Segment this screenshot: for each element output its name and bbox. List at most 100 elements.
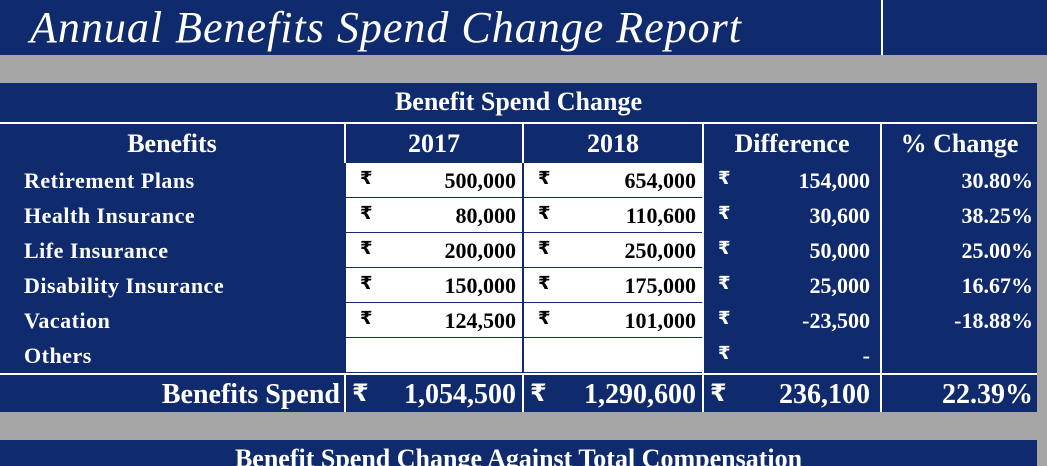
currency-symbol: ₹ [538,168,551,189]
title-bar: Annual Benefits Spend Change Report [0,0,1047,55]
table-cell [344,338,522,373]
column-header-cell: 2018 [522,122,702,163]
table-cell: ₹500,000 [344,163,522,198]
table-cell: -18.88% [880,303,1037,338]
amount: 110,600 [625,203,696,228]
currency-symbol: ₹ [360,238,373,259]
table-cell: ₹30,600 [702,198,880,233]
currency-symbol: ₹ [718,343,731,364]
table-cell: ₹80,000 [344,198,522,233]
row-label: Health Insurance [24,203,196,228]
table-cell: ₹50,000 [702,233,880,268]
table-cell: 25.00% [880,233,1037,268]
table-title: Benefit Spend Change [394,87,643,116]
currency-symbol: ₹ [530,379,547,407]
table-cell: ₹175,000 [522,268,702,303]
column-header-cell: 2017 [344,122,522,163]
currency-symbol: ₹ [360,203,373,224]
amount: 654,000 [624,168,697,193]
table-cell [880,338,1037,373]
table-cell: Retirement Plans [0,163,344,198]
currency-symbol: ₹ [718,168,731,189]
table-cell: Health Insurance [0,198,344,233]
column-header: 2018 [587,129,639,158]
amount: -23,500 [802,308,870,333]
total-label: Benefits Spend [161,379,340,410]
table-cell: 22.39% [880,373,1037,412]
row-label: Disability Insurance [24,273,225,298]
amount: 30,600 [809,203,871,228]
amount: 101,000 [624,308,697,333]
row-label: Vacation [24,308,111,333]
currency-symbol: ₹ [360,168,373,189]
table-cell: Life Insurance [0,233,344,268]
amount: 80,000 [455,203,517,228]
table-cell: 30.80% [880,163,1037,198]
table-cell: ₹154,000 [702,163,880,198]
table-cell: ₹124,500 [344,303,522,338]
table-cell: ₹200,000 [344,233,522,268]
table-cell: ₹ - [702,338,880,373]
table-cell [522,338,702,373]
currency-symbol: ₹ [718,273,731,294]
row-label: Life Insurance [24,238,169,263]
percent-change: 38.25% [961,203,1034,228]
column-header-cell: Difference [702,122,880,163]
amount: 1,290,600 [584,379,696,410]
row-label: Others [24,343,92,368]
amount: 175,000 [624,273,697,298]
column-header: Difference [734,129,850,158]
currency-symbol: ₹ [538,238,551,259]
amount: 154,000 [798,168,871,193]
table-cell: ₹1,054,500 [344,373,522,412]
amount: 250,000 [624,238,697,263]
table-cell: ₹110,600 [522,198,702,233]
column-header: 2017 [408,129,460,158]
table-cell: ₹ -23,500 [702,303,880,338]
column-header-cell: Benefits [0,122,344,163]
currency-symbol: ₹ [538,308,551,329]
table-cell: Disability Insurance [0,268,344,303]
amount: 236,100 [779,379,870,410]
currency-symbol: ₹ [360,308,373,329]
next-section-title: Benefit Spend Change Against Total Compe… [234,444,803,466]
table-cell: ₹101,000 [522,303,702,338]
amount: - [862,343,870,368]
amount: 25,000 [809,273,871,298]
table-cell: ₹1,290,600 [522,373,702,412]
currency-symbol: ₹ [718,238,731,259]
percent-change: 22.39% [942,379,1033,410]
amount: 50,000 [809,238,871,263]
percent-change: 16.67% [961,273,1034,298]
currency-symbol: ₹ [538,203,551,224]
amount: 124,500 [444,308,517,333]
table-cell: Vacation [0,303,344,338]
table-cell: ₹150,000 [344,268,522,303]
next-section: Benefit Spend Change Against Total Compe… [0,440,1037,466]
amount: 200,000 [444,238,517,263]
table-cell: 38.25% [880,198,1037,233]
currency-symbol: ₹ [538,273,551,294]
report-title: Annual Benefits Spend Change Report [30,3,742,52]
percent-change: 30.80% [961,168,1034,193]
column-header: % Change [900,129,1019,158]
amount: 500,000 [444,168,517,193]
currency-symbol: ₹ [360,273,373,294]
amount: 1,054,500 [404,379,516,410]
row-label: Retirement Plans [24,168,195,193]
currency-symbol: ₹ [352,379,369,407]
table-cell: ₹654,000 [522,163,702,198]
table-cell: ₹25,000 [702,268,880,303]
percent-change: 25.00% [961,238,1034,263]
table-cell: ₹250,000 [522,233,702,268]
percent-change: -18.88% [954,308,1033,333]
column-header-cell: % Change [880,122,1037,163]
column-header: Benefits [127,129,217,158]
currency-symbol: ₹ [718,308,731,329]
table-cell: Benefits Spend [0,373,344,412]
table-cell: ₹236,100 [702,373,880,412]
amount: 150,000 [444,273,517,298]
table-cell: Others [0,338,344,373]
table-cell: 16.67% [880,268,1037,303]
